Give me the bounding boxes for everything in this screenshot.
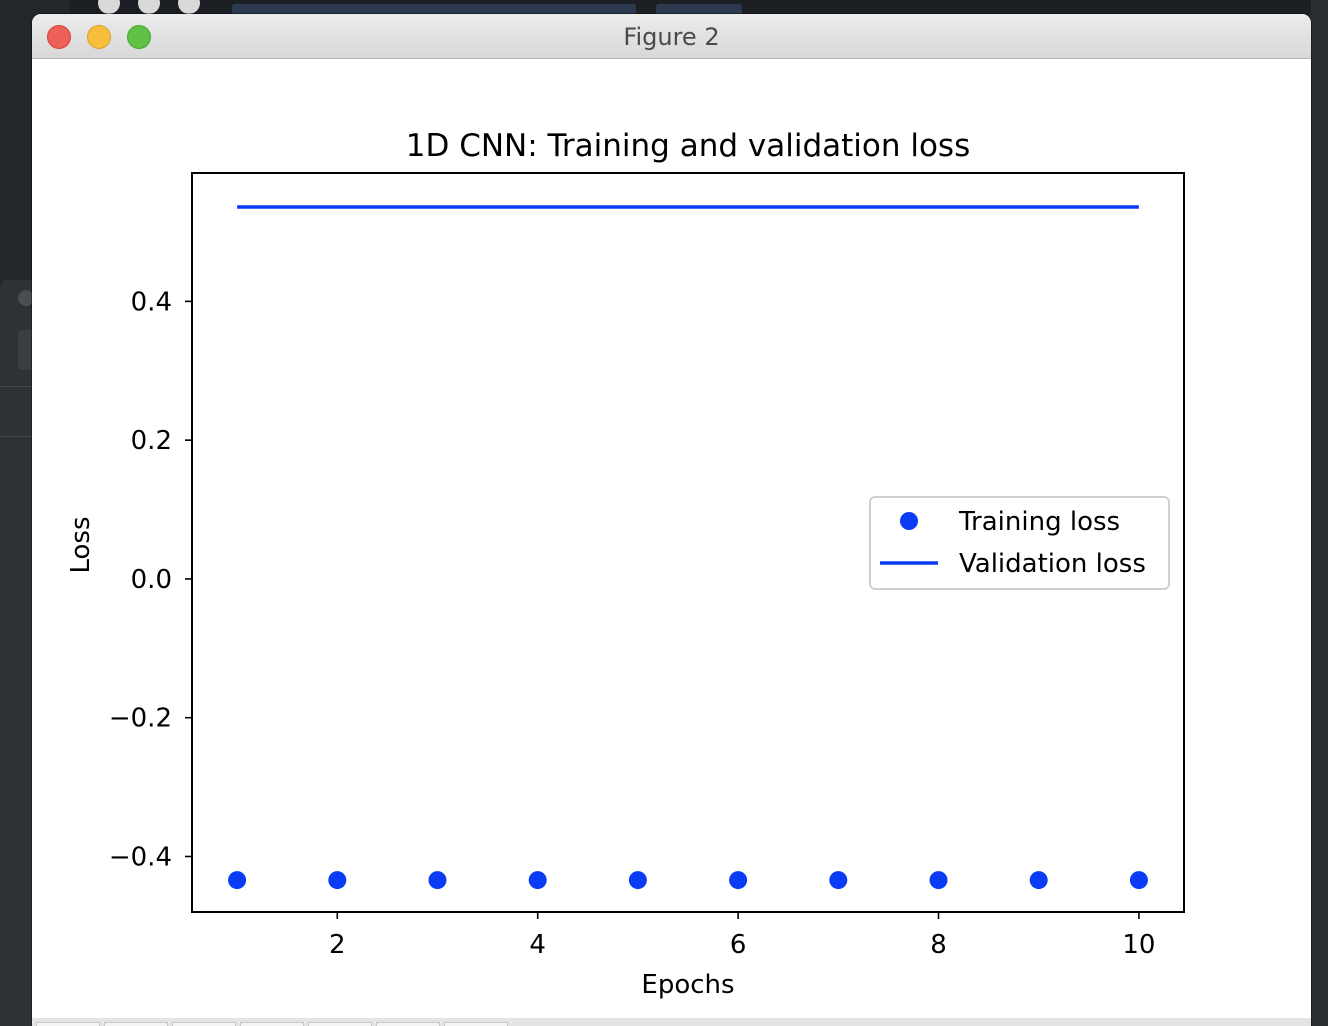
title-bar[interactable]: Figure 2 bbox=[32, 14, 1311, 59]
toolbar-button[interactable] bbox=[444, 1022, 508, 1026]
y-tick-label: −0.4 bbox=[109, 842, 172, 872]
background-panel-box bbox=[18, 330, 34, 370]
background-panel-divider bbox=[0, 436, 34, 437]
y-axis-ticks: −0.4 −0.2 0.0 0.2 0.4 bbox=[109, 287, 192, 872]
toolbar bbox=[32, 1018, 1311, 1026]
toolbar-button[interactable] bbox=[172, 1022, 236, 1026]
minimize-button[interactable] bbox=[87, 25, 111, 49]
x-tick-label: 8 bbox=[930, 930, 947, 960]
y-tick-label: 0.2 bbox=[131, 426, 172, 456]
figure-window[interactable]: Figure 2 1D CNN: Training and validation… bbox=[32, 14, 1311, 1026]
training-loss-point bbox=[328, 871, 347, 890]
x-tick-label: 2 bbox=[329, 930, 346, 960]
close-button[interactable] bbox=[47, 25, 71, 49]
plot-layer bbox=[228, 205, 1148, 890]
legend-label-validation: Validation loss bbox=[959, 549, 1146, 579]
toolbar-button[interactable] bbox=[104, 1022, 168, 1026]
loss-chart: 1D CNN: Training and validation loss 2 4 6… bbox=[66, 128, 1185, 1000]
background-tab bbox=[232, 4, 636, 14]
background-window-control bbox=[138, 0, 160, 14]
y-axis-label: Loss bbox=[66, 516, 96, 573]
x-axis-ticks: 2 4 6 8 10 bbox=[329, 912, 1155, 960]
y-tick-label: 0.0 bbox=[131, 565, 172, 595]
background-panel-divider bbox=[0, 386, 34, 387]
legend: Training loss Validation loss bbox=[869, 496, 1170, 590]
background-panel-left bbox=[0, 280, 34, 1026]
training-loss-point bbox=[1129, 871, 1148, 890]
training-loss-point bbox=[228, 871, 247, 890]
training-loss-point bbox=[628, 871, 647, 890]
legend-marker-training bbox=[900, 512, 918, 530]
legend-box bbox=[869, 496, 1170, 590]
x-tick-label: 4 bbox=[529, 930, 546, 960]
y-tick-label: 0.4 bbox=[131, 287, 172, 317]
background-window-control bbox=[178, 0, 200, 14]
window-title: Figure 2 bbox=[623, 23, 720, 51]
background-window-control bbox=[98, 0, 120, 14]
training-loss-point bbox=[829, 871, 848, 890]
figure-canvas[interactable]: 1D CNN: Training and validation loss 2 4 6… bbox=[32, 59, 1311, 1020]
toolbar-button[interactable] bbox=[240, 1022, 304, 1026]
training-loss-point bbox=[528, 871, 547, 890]
toolbar-button[interactable] bbox=[36, 1022, 100, 1026]
toolbar-button[interactable] bbox=[308, 1022, 372, 1026]
training-loss-point bbox=[729, 871, 748, 890]
x-tick-label: 6 bbox=[730, 930, 747, 960]
x-axis-label: Epochs bbox=[641, 970, 734, 1000]
zoom-button[interactable] bbox=[127, 25, 151, 49]
background-panel-control bbox=[18, 290, 34, 306]
background-tab bbox=[656, 4, 742, 14]
plot-frame bbox=[191, 172, 1185, 913]
y-tick-label: −0.2 bbox=[109, 704, 172, 734]
training-loss-point bbox=[1029, 871, 1048, 890]
legend-label-training: Training loss bbox=[958, 507, 1120, 537]
x-tick-label: 10 bbox=[1122, 930, 1155, 960]
background-panel-right bbox=[1311, 0, 1328, 1026]
chart-title: 1D CNN: Training and validation loss bbox=[406, 128, 970, 164]
toolbar-button[interactable] bbox=[376, 1022, 440, 1026]
training-loss-point bbox=[428, 871, 447, 890]
training-loss-point bbox=[929, 871, 948, 890]
